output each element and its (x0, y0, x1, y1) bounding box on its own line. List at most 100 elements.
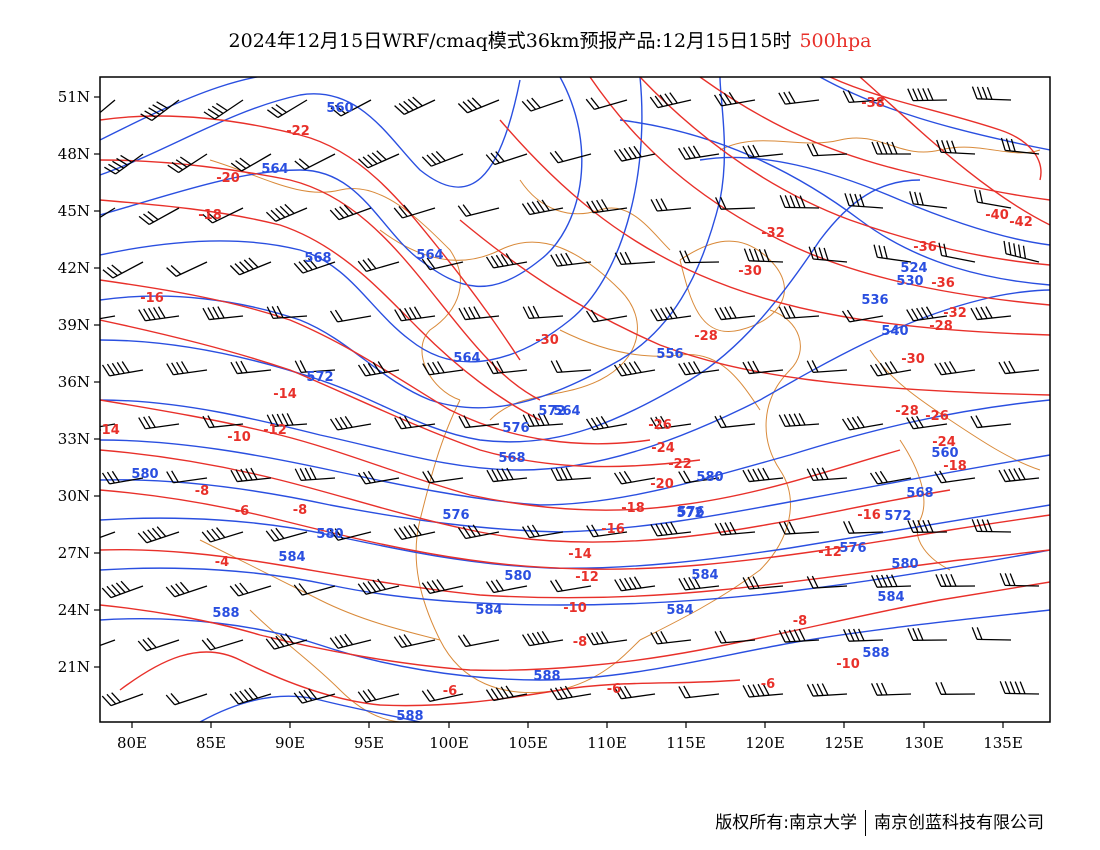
temperature-label: -24 (651, 441, 675, 456)
wind-barb (971, 627, 1012, 641)
wind-barb (357, 470, 400, 485)
lat-tick-label: 27N (58, 544, 90, 562)
height-contour (100, 609, 1050, 681)
wind-barb (550, 685, 592, 701)
wind-barb (393, 634, 436, 648)
wind-barb (458, 415, 500, 429)
lon-tick-label: 125E (824, 734, 864, 752)
boundary-line (869, 349, 1041, 471)
wind-barb (934, 470, 976, 484)
wind-barb (971, 519, 1012, 533)
boundary-line (559, 329, 761, 411)
temperature-label: -14 (568, 547, 592, 562)
height-label: 580 (131, 467, 158, 482)
height-label: 572 (306, 370, 333, 385)
height-label: 564 (261, 162, 288, 177)
height-label: 572 (676, 506, 703, 521)
wind-barb (229, 687, 272, 705)
height-label: 576 (442, 508, 469, 523)
wind-barb (267, 99, 308, 119)
wind-barb (585, 97, 628, 110)
wind-barb (100, 639, 116, 653)
wind-barb (137, 526, 180, 544)
temperature-label: -30 (901, 352, 925, 367)
wind-barbs (100, 86, 1040, 707)
wind-barb (358, 150, 400, 169)
height-contour (100, 179, 921, 443)
temperature-label: -8 (195, 484, 209, 499)
height-contour (100, 77, 583, 288)
wind-barb (201, 527, 244, 543)
wind-barb (970, 415, 1012, 429)
temperature-label: -24 (932, 435, 956, 450)
temperature-label: -22 (668, 457, 692, 472)
temperature-label: -16 (857, 508, 881, 523)
wind-barb (678, 145, 720, 160)
boundary-line (679, 240, 785, 332)
wind-barb (550, 467, 592, 482)
wind-barb (998, 467, 1040, 483)
lat-tick-label: 48N (58, 145, 90, 163)
height-label: 580 (504, 569, 531, 584)
wind-barb (843, 628, 884, 642)
wind-barb (585, 415, 628, 431)
wind-barb (101, 470, 144, 485)
wind-barb (457, 204, 500, 217)
wind-barb (522, 305, 564, 320)
height-label: 572 (538, 404, 565, 419)
boundary-line (379, 229, 638, 421)
footer-company: 南京创蓝科技有限公司 (874, 813, 1044, 833)
temperature-label: -4 (215, 555, 229, 570)
boundary-line (519, 179, 671, 251)
height-label: 580 (891, 557, 918, 572)
pressure-level: 500hpa (799, 30, 872, 52)
wind-barb (679, 250, 720, 264)
wind-barb (522, 630, 564, 647)
wind-barb (294, 467, 336, 482)
height-label: 530 (896, 274, 923, 289)
lon-tick-label: 120E (745, 734, 785, 752)
wind-barb (457, 97, 500, 114)
height-contour (100, 77, 643, 363)
wind-barb (167, 153, 208, 174)
wind-barb (357, 258, 400, 272)
wind-barb (329, 415, 372, 431)
wind-barb (871, 682, 912, 696)
height-label: 572 (884, 509, 911, 524)
lon-tick-label: 100E (429, 734, 469, 752)
temperature-label: -8 (293, 503, 307, 518)
temperature-label: -36 (913, 240, 937, 255)
temperature-contour (829, 77, 1042, 181)
wind-barb (678, 576, 720, 591)
temperature-label: -28 (694, 329, 718, 344)
lon-tick-label: 95E (354, 734, 384, 752)
wind-barb (485, 151, 528, 166)
temperature-label: -6 (761, 677, 775, 692)
wind-barb (266, 305, 308, 320)
wind-barb (614, 685, 656, 700)
wind-barb (457, 634, 500, 648)
wind-barb (486, 467, 528, 483)
wind-barb (971, 86, 1012, 101)
wind-barb (869, 361, 912, 377)
wind-barb (742, 467, 784, 483)
wind-barb (778, 521, 820, 535)
height-contour (100, 399, 1050, 506)
temperature-label: -22 (286, 124, 310, 139)
wind-barb (485, 253, 528, 269)
wind-barb (678, 685, 720, 699)
wind-barb (808, 246, 848, 263)
wind-barb (421, 257, 464, 271)
wind-barb (100, 315, 116, 323)
wind-barb (936, 139, 976, 155)
height-label: 584 (666, 603, 693, 618)
wind-barb (999, 573, 1040, 587)
map-background (100, 77, 1050, 722)
height-label: 588 (862, 646, 889, 661)
wind-barb (329, 204, 372, 221)
footer-owner: 版权所有:南京大学 (715, 813, 857, 833)
wind-barb (742, 683, 784, 698)
wind-barb (394, 306, 436, 322)
